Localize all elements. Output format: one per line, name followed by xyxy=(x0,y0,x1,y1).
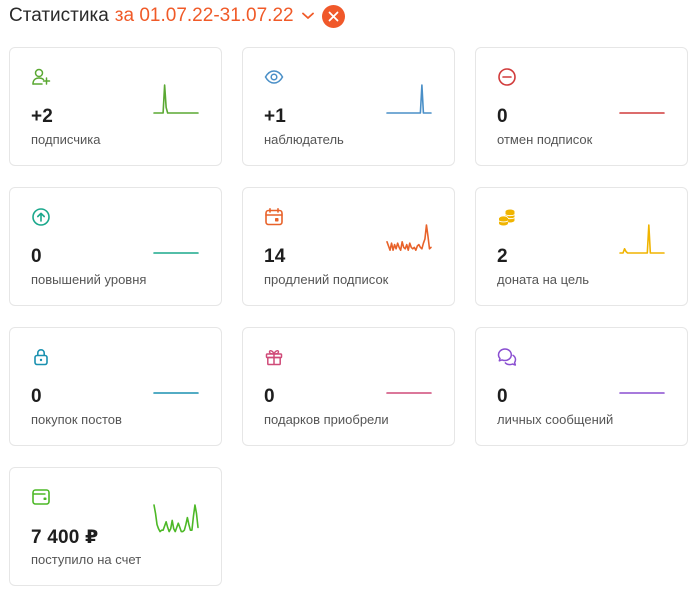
stat-value: 0 xyxy=(31,386,42,407)
period-label: за 01.07.22-31.07.22 xyxy=(114,5,294,26)
chevron-down-icon xyxy=(301,12,314,20)
stat-value: +2 xyxy=(31,106,54,127)
period-selector[interactable]: за 01.07.22-31.07.22 xyxy=(115,5,314,27)
stat-value: +1 xyxy=(264,106,287,127)
minus-circle-icon xyxy=(498,68,516,86)
stats-header: Статистика за 01.07.22-31.07.22 xyxy=(9,3,345,29)
stat-card-income[interactable]: 7 400 ₽ поступило на счет xyxy=(9,467,222,586)
calendar-icon xyxy=(265,208,283,226)
sparkline xyxy=(386,84,432,114)
stat-value: 2 xyxy=(497,246,508,267)
stat-label: личных сообщений xyxy=(497,412,614,427)
sparkline xyxy=(619,392,665,394)
stat-value: 0 xyxy=(31,246,42,267)
stat-card-subscribers[interactable]: +2 подписчика xyxy=(9,47,222,166)
stat-label: покупок постов xyxy=(31,412,122,427)
clear-period-button[interactable] xyxy=(321,4,345,28)
close-icon xyxy=(328,11,339,21)
wallet-icon xyxy=(32,489,50,505)
stat-card-level-upgrades[interactable]: 0 повышений уровня xyxy=(9,187,222,306)
lock-icon xyxy=(34,348,48,366)
stat-label: повышений уровня xyxy=(31,272,147,287)
stat-label: продлений подписок xyxy=(264,272,389,287)
sparkline xyxy=(386,224,432,252)
stat-label: подписчика xyxy=(31,132,101,147)
gift-icon xyxy=(265,350,283,366)
stat-label: поступило на счет xyxy=(31,552,142,567)
sparkline xyxy=(153,252,199,254)
stats-grid: +2 подписчика +1 наблюдатель 0 отмен под… xyxy=(9,47,688,586)
page-title: Статистика xyxy=(9,5,109,26)
stat-value: 14 xyxy=(264,246,286,267)
stat-value: 0 xyxy=(264,386,275,407)
stat-label: доната на цель xyxy=(497,272,590,287)
stat-value: 7 400 ₽ xyxy=(31,527,99,548)
stat-card-unsubscribes[interactable]: 0 отмен подписок xyxy=(475,47,688,166)
sparkline xyxy=(153,392,199,394)
sparkline xyxy=(619,112,665,114)
stat-card-gifts[interactable]: 0 подарков приобрели xyxy=(242,327,455,446)
stat-card-watchers[interactable]: +1 наблюдатель xyxy=(242,47,455,166)
stat-card-messages[interactable]: 0 личных сообщений xyxy=(475,327,688,446)
eye-icon xyxy=(264,70,284,84)
stat-label: наблюдатель xyxy=(264,132,344,147)
stat-value: 0 xyxy=(497,106,508,127)
stat-label: подарков приобрели xyxy=(264,412,389,427)
chat-bubbles-icon xyxy=(497,348,517,366)
sparkline xyxy=(386,392,432,394)
user-plus-icon xyxy=(32,68,51,85)
stat-card-renewals[interactable]: 14 продлений подписок xyxy=(242,187,455,306)
stat-value: 0 xyxy=(497,386,508,407)
stat-label: отмен подписок xyxy=(497,132,593,147)
sparkline xyxy=(619,224,665,254)
stat-card-post-purchases[interactable]: 0 покупок постов xyxy=(9,327,222,446)
stat-card-donations[interactable]: 2 доната на цель xyxy=(475,187,688,306)
coins-icon xyxy=(498,209,515,226)
arrow-up-circle-icon xyxy=(32,208,50,226)
sparkline xyxy=(153,504,199,533)
sparkline xyxy=(153,84,199,114)
